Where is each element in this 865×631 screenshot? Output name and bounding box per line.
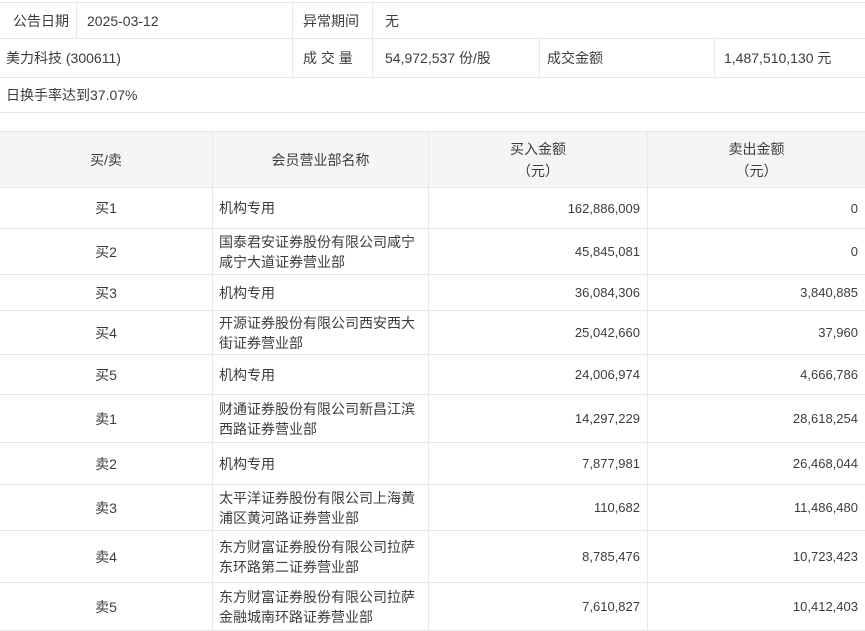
row-side: 买1 (0, 188, 213, 228)
table-row: 买4 开源证券股份有限公司西安西大街证券营业部 25,042,660 37,96… (0, 311, 865, 355)
row-sell-amount: 3,840,885 (800, 285, 858, 300)
table-body: 买1 机构专用 162,886,009 0 买2 国泰君安证券股份有限公司咸宁咸… (0, 188, 865, 631)
header-buy-amount: 买入金额 （元） (429, 132, 648, 187)
row-branch: 财通证券股份有限公司新昌江滨西路证券营业部 (213, 395, 429, 442)
abnormal-period-value: 无 (385, 12, 399, 29)
table-row: 卖1 财通证券股份有限公司新昌江滨西路证券营业部 14,297,229 28,6… (0, 395, 865, 443)
row-buy-amount: 7,610,827 (429, 583, 648, 630)
row-branch: 东方财富证券股份有限公司拉萨金融城南环路证券营业部 (213, 583, 429, 630)
summary-row-date: 公告日期 2025-03-12 异常期间 无 (0, 3, 865, 39)
row-buy-amount: 8,785,476 (429, 531, 648, 582)
volume-label: 成 交 量 (293, 39, 373, 77)
row-buy-amount: 36,084,306 (429, 275, 648, 310)
volume-value: 54,972,537 份/股 (373, 39, 540, 77)
table-row: 买3 机构专用 36,084,306 3,840,885 (0, 275, 865, 311)
row-side: 买5 (0, 355, 213, 394)
row-branch: 机构专用 (213, 355, 429, 394)
row-sell-amount: 10,723,423 (792, 549, 858, 564)
row-sell-amount: 0 (850, 200, 858, 216)
row-side: 卖5 (0, 583, 213, 630)
table-row: 买2 国泰君安证券股份有限公司咸宁咸宁大道证券营业部 45,845,081 0 (0, 229, 865, 275)
row-side: 买4 (0, 311, 213, 354)
header-buy-line2: （元） (517, 162, 559, 179)
row-branch: 机构专用 (213, 275, 429, 310)
row-branch: 机构专用 (213, 188, 429, 228)
row-buy-amount: 110,682 (429, 485, 648, 530)
announce-date-label: 公告日期 (0, 3, 77, 38)
row-sell-amount: 37,960 (818, 325, 858, 340)
table-row: 卖3 太平洋证券股份有限公司上海黄浦区黄河路证券营业部 110,682 11,4… (0, 485, 865, 531)
row-sell-amount: 0 (850, 244, 858, 259)
table-row: 卖5 东方财富证券股份有限公司拉萨金融城南环路证券营业部 7,610,827 1… (0, 583, 865, 631)
header-sell-amount: 卖出金额 （元） (648, 132, 865, 187)
trade-table: 买/卖 会员营业部名称 买入金额 （元） 卖出金额 （元） 买1 机构专用 16… (0, 131, 865, 631)
row-branch: 国泰君安证券股份有限公司咸宁咸宁大道证券营业部 (213, 229, 429, 274)
row-side: 卖4 (0, 531, 213, 582)
row-branch: 太平洋证券股份有限公司上海黄浦区黄河路证券营业部 (213, 485, 429, 530)
row-sell-amount: 4,666,786 (800, 367, 858, 382)
row-side: 买3 (0, 275, 213, 310)
table-header: 买/卖 会员营业部名称 买入金额 （元） 卖出金额 （元） (0, 131, 865, 188)
row-buy-amount: 45,845,081 (429, 229, 648, 274)
row-buy-amount: 7,877,981 (429, 443, 648, 484)
summary-row-note: 日换手率达到37.07% (0, 78, 865, 113)
row-buy-amount: 14,297,229 (429, 395, 648, 442)
amount-value: 1,487,510,130 元 (724, 50, 832, 66)
header-sell-line1: 卖出金额 (728, 140, 785, 157)
row-side: 卖1 (0, 395, 213, 442)
table-row: 买5 机构专用 24,006,974 4,666,786 (0, 355, 865, 395)
header-buy-line1: 买入金额 (510, 140, 566, 157)
row-branch: 机构专用 (213, 443, 429, 484)
announce-date-value: 2025-03-12 (77, 3, 293, 38)
row-branch: 开源证券股份有限公司西安西大街证券营业部 (213, 311, 429, 354)
row-sell-amount: 28,618,254 (792, 411, 858, 426)
table-row: 卖4 东方财富证券股份有限公司拉萨东环路第二证券营业部 8,785,476 10… (0, 531, 865, 583)
row-side: 卖2 (0, 443, 213, 484)
row-sell-amount: 11,486,480 (793, 500, 858, 515)
row-sell-amount: 26,468,044 (792, 456, 858, 471)
summary-row-stock: 美力科技 (300611) 成 交 量 54,972,537 份/股 成交金额 … (0, 39, 865, 78)
summary-panel: 公告日期 2025-03-12 异常期间 无 美力科技 (300611) 成 交… (0, 2, 865, 113)
header-side-label: 买/卖 (90, 151, 122, 168)
table-row: 卖2 机构专用 7,877,981 26,468,044 (0, 443, 865, 485)
header-side: 买/卖 (0, 132, 213, 187)
row-sell-amount: 10,412,403 (792, 599, 858, 614)
table-row: 买1 机构专用 162,886,009 0 (0, 188, 865, 229)
header-branch-label: 会员营业部名称 (271, 151, 370, 168)
row-buy-amount: 162,886,009 (429, 188, 648, 228)
row-buy-amount: 25,042,660 (429, 311, 648, 354)
section-gap (0, 113, 865, 131)
row-side: 买2 (0, 229, 213, 274)
header-sell-line2: （元） (735, 162, 778, 179)
turnover-note: 日换手率达到37.07% (6, 87, 138, 103)
header-branch: 会员营业部名称 (213, 132, 429, 187)
row-branch: 东方财富证券股份有限公司拉萨东环路第二证券营业部 (213, 531, 429, 582)
stock-title: 美力科技 (300611) (0, 39, 293, 77)
amount-label: 成交金额 (540, 39, 715, 77)
abnormal-period-label: 异常期间 (293, 3, 373, 38)
row-buy-amount: 24,006,974 (429, 355, 648, 394)
row-side: 卖3 (0, 485, 213, 530)
